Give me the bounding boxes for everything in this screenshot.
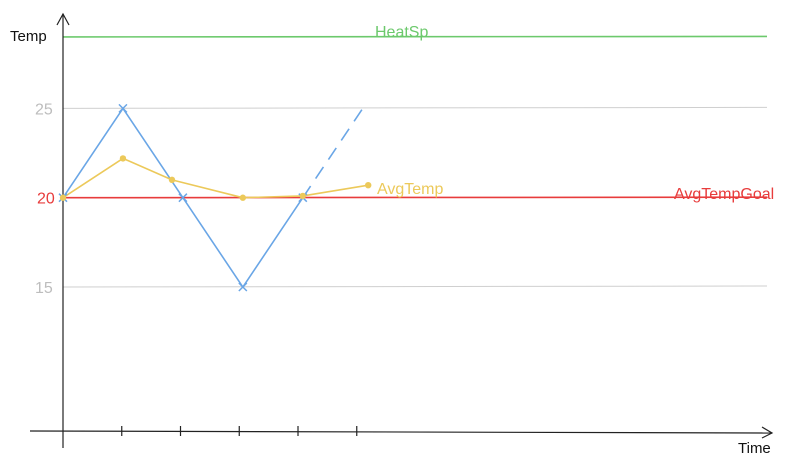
marker-layer — [58, 103, 372, 292]
heatsp-annotation: HeatSp — [375, 24, 428, 41]
series-1-point — [59, 194, 67, 201]
avgtemp-annotation: AvgTemp — [377, 181, 444, 198]
series-0-point — [118, 103, 128, 113]
y-tick-label: 15 — [35, 280, 53, 297]
series-1-point — [365, 182, 372, 189]
y-axis-label: Temp — [10, 28, 47, 45]
series-line-1 — [62, 157, 369, 199]
y-tick-label: 20 — [37, 191, 55, 208]
gridlines — [62, 106, 768, 288]
y-tick-labels: 25 20 15 — [35, 101, 55, 297]
point-stroke — [178, 193, 188, 203]
point-stroke — [118, 103, 128, 113]
x-axis-arrow — [761, 426, 774, 439]
x-axis — [29, 430, 773, 434]
reference-line-avgtempgoal — [62, 196, 768, 199]
point-stroke — [238, 282, 248, 292]
series-0-point — [178, 193, 188, 203]
y-axis-arrow — [56, 12, 70, 26]
gridline-15 — [62, 285, 768, 288]
reference-lines — [62, 35, 768, 199]
series-1-point — [119, 155, 127, 162]
series-1-point — [239, 194, 247, 201]
series-1-point — [299, 192, 306, 200]
series-0-point — [238, 282, 248, 292]
x-ticks — [121, 426, 358, 436]
series-1-point — [168, 176, 176, 184]
axes — [29, 12, 774, 448]
avgtempgoal-annotation: AvgTempGoal — [674, 186, 774, 203]
reference-line-heatsp — [62, 35, 768, 38]
x-axis-label: Time — [738, 440, 771, 457]
y-tick-label: 25 — [35, 101, 53, 118]
gridline-25 — [62, 106, 768, 109]
series-line-dashed-0 — [302, 107, 364, 199]
